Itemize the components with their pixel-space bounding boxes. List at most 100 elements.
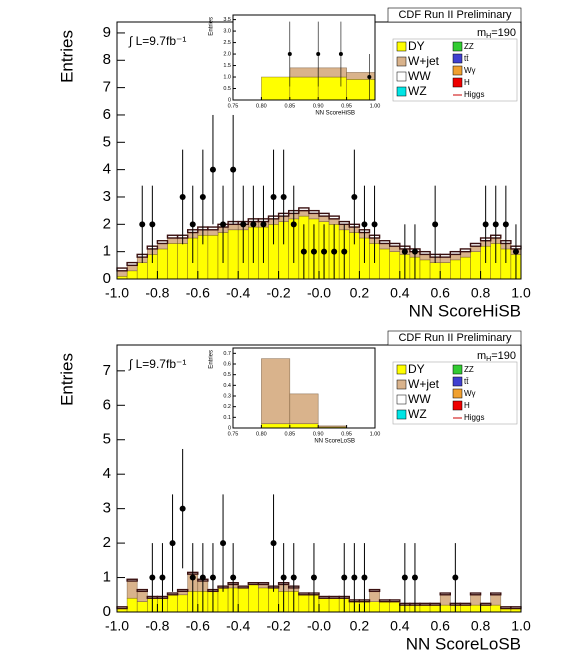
data-point (230, 166, 237, 173)
legend-swatch (452, 53, 463, 64)
data-point (401, 574, 408, 581)
histogram-bin (167, 243, 178, 280)
histogram-bin (116, 606, 128, 610)
histogram-bin (368, 588, 381, 593)
histogram-bin (460, 256, 471, 280)
x-tick-label: -0.2 (267, 618, 291, 634)
histogram-bin (289, 393, 319, 425)
histogram-bin (318, 597, 330, 613)
legend-label: tt̄ (464, 54, 469, 63)
mass-symbol: m (477, 27, 486, 39)
histogram-bin (318, 595, 330, 599)
histogram-bin (389, 245, 401, 252)
histogram-bin (490, 604, 502, 613)
histogram-bin (429, 604, 441, 613)
y-tick-label: 6 (103, 396, 111, 413)
x-tick-label: -0.8 (145, 618, 169, 634)
histogram-bin (289, 423, 319, 429)
data-point (300, 248, 307, 255)
histogram-bin (126, 261, 138, 267)
x-tick-label: 0.6 (430, 618, 450, 634)
histogram-bin (439, 256, 451, 263)
luminosity: ∫ L=9.7fb⁻¹ (128, 357, 186, 371)
mass-symbol: m (477, 350, 486, 362)
x-tick-label: -0.6 (186, 618, 210, 634)
histogram-bin (439, 592, 452, 596)
histogram-bin (227, 229, 239, 280)
data-point (149, 574, 156, 581)
histogram-bin (459, 248, 472, 253)
data-point (361, 221, 368, 228)
data-point (199, 574, 206, 581)
legend-swatch (396, 71, 407, 82)
x-tick-label: -0.4 (226, 618, 250, 634)
histogram-bin (449, 259, 461, 280)
y-tick-label: 8 (103, 51, 111, 68)
data-point (411, 574, 418, 581)
y-tick-label: 0.3 (223, 393, 231, 399)
histogram-bin (261, 358, 291, 425)
histogram-bin (126, 578, 138, 582)
y-tick-label: 0 (228, 425, 231, 431)
legend-label: W+jet (408, 377, 440, 391)
y-tick-label: 2 (103, 215, 111, 232)
histogram-bin (207, 229, 219, 236)
histogram-bin (176, 588, 189, 593)
luminosity: ∫ L=9.7fb⁻¹ (128, 34, 186, 48)
histogram-bin (439, 253, 452, 258)
histogram-bin (419, 604, 431, 613)
histogram-bin (490, 592, 502, 596)
legend-label: H (464, 401, 470, 410)
data-point (290, 221, 297, 228)
chart-title: CDF Run II Preliminary (398, 9, 512, 21)
legend-swatch (452, 77, 463, 88)
data-point (189, 574, 196, 581)
y-tick-label: 3.0 (223, 29, 231, 35)
x-tick-label: -0.0 (307, 618, 331, 634)
plot-frame (232, 14, 376, 101)
data-point (280, 574, 287, 581)
data-point (287, 52, 292, 57)
histogram-bin (177, 243, 189, 280)
mass-label: mH=190 (477, 350, 516, 363)
data-point (139, 221, 146, 228)
data-point (220, 540, 227, 547)
histogram-bin (429, 262, 441, 280)
histogram-bin (500, 606, 512, 610)
histogram-bin (237, 587, 249, 613)
data-point (411, 248, 418, 255)
histogram-bin (470, 251, 481, 280)
y-tick-label: 3 (103, 500, 111, 517)
histogram-bin (379, 601, 391, 613)
histogram-bin (247, 582, 260, 586)
x-tick-label: -0.0 (307, 285, 331, 301)
data-point (331, 248, 338, 255)
data-point (270, 540, 277, 547)
mass-subscript: H (486, 33, 491, 40)
x-tick-label: 0.80 (256, 103, 267, 109)
histogram-bin (126, 580, 138, 599)
data-point (209, 574, 216, 581)
data-point (367, 75, 372, 80)
histogram-bin (379, 243, 391, 250)
x-axis-label: NN ScoreHiSB (315, 111, 355, 117)
x-tick-label: 0.4 (390, 285, 410, 301)
histogram-bin (389, 601, 401, 613)
legend-swatch (396, 86, 407, 97)
y-tick-label: 2.5 (223, 40, 231, 46)
data-point (189, 221, 196, 228)
x-tick-label: 0.85 (284, 103, 295, 109)
histogram-bin (378, 240, 391, 245)
histogram-bin (136, 262, 148, 280)
x-tick-label: 0.95 (341, 103, 352, 109)
data-point (149, 221, 156, 228)
data-point (401, 248, 408, 255)
legend-label: Wγ (464, 389, 476, 398)
legend-label: WZ (408, 407, 427, 421)
histogram-bin (167, 594, 178, 613)
histogram-bin (207, 226, 219, 231)
data-point (159, 574, 166, 581)
histogram-bin (261, 76, 291, 101)
legend-label: Wγ (464, 66, 476, 75)
histogram-bin (308, 209, 320, 215)
